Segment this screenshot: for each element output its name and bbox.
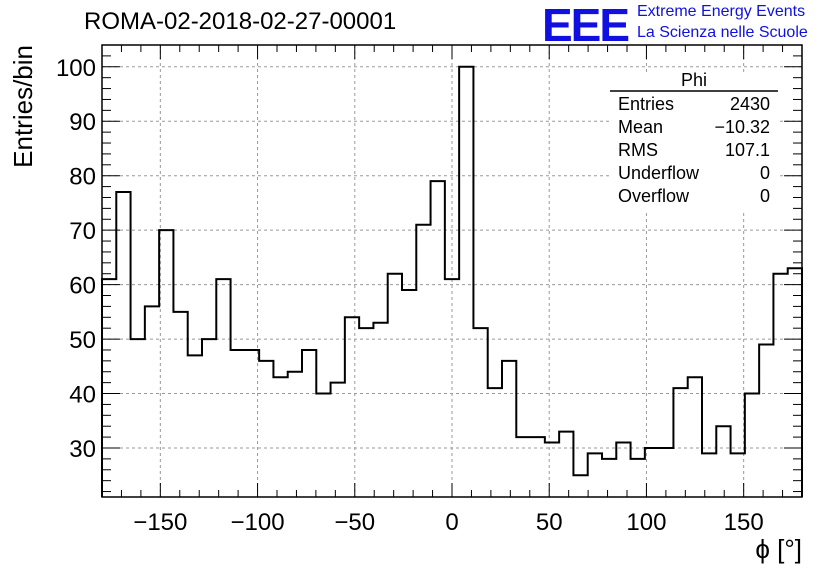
- y-tick-label: 100: [56, 55, 96, 82]
- histogram-bin: [673, 388, 687, 497]
- x-tick-label: −50: [334, 509, 375, 536]
- y-tick-label: 90: [69, 109, 96, 136]
- histogram-bin: [416, 225, 430, 497]
- y-axis-title: Entries/bin: [8, 45, 38, 168]
- histogram-bin: [345, 317, 359, 497]
- y-tick-label: 30: [69, 436, 96, 463]
- histogram-bin: [288, 372, 302, 497]
- histogram-bin: [745, 394, 759, 497]
- histogram-bin: [616, 443, 630, 497]
- y-tick-label: 40: [69, 382, 96, 409]
- histogram-bin: [216, 279, 230, 497]
- histogram-bin: [131, 339, 145, 497]
- histogram-outline: [101, 65, 803, 497]
- x-tick-label: 100: [626, 509, 666, 536]
- stats-title: Phi: [681, 70, 707, 90]
- y-tick-label: 80: [69, 164, 96, 191]
- histogram-bin: [545, 443, 559, 497]
- histogram-bin: [459, 67, 473, 497]
- eee-logo: EEE: [542, 0, 630, 51]
- x-axis-title: ϕ [°]: [755, 534, 802, 564]
- y-tick-label: 70: [69, 218, 96, 245]
- histogram-bin: [488, 388, 502, 497]
- histogram-bin: [631, 459, 645, 497]
- stats-box: [610, 72, 778, 212]
- histogram-bin: [202, 339, 216, 497]
- histogram-bin: [645, 448, 659, 497]
- y-tick-label: 50: [69, 327, 96, 354]
- histogram-bin: [302, 350, 316, 497]
- histogram-bin: [688, 377, 702, 497]
- stats-row-value: −10.32: [714, 117, 770, 137]
- histogram-bin: [259, 361, 273, 497]
- histogram-bin: [731, 453, 745, 497]
- stats-row-value: 107.1: [725, 140, 770, 160]
- chart-title: ROMA-02-2018-02-27-00001: [84, 8, 397, 35]
- x-tick-label: 150: [724, 509, 764, 536]
- stats-row-label: Overflow: [618, 186, 690, 206]
- histogram-bin: [531, 437, 545, 497]
- x-tick-label: 0: [445, 509, 458, 536]
- histogram-bin: [659, 448, 673, 497]
- histogram-bin: [716, 426, 730, 497]
- stats-row-value: 2430: [730, 94, 770, 114]
- y-tick-label: 60: [69, 273, 96, 300]
- histogram-bin: [359, 328, 373, 497]
- logo-line-1: Extreme Energy Events: [637, 3, 806, 20]
- histogram-bin: [102, 279, 116, 497]
- histogram-bin: [702, 453, 716, 497]
- histogram-bin: [588, 453, 602, 497]
- x-tick-label: −150: [133, 509, 187, 536]
- histogram-bin: [502, 361, 516, 497]
- histogram-bin: [145, 306, 159, 497]
- histogram-bin: [316, 394, 330, 497]
- histogram-bin: [331, 383, 345, 497]
- x-tick-label: −100: [231, 509, 285, 536]
- histogram-bin: [188, 355, 202, 497]
- stats-row-value: 0: [760, 163, 770, 183]
- histogram-bin: [431, 181, 445, 497]
- stats-row-value: 0: [760, 186, 770, 206]
- logo-line-2: La Scienza nelle Scuole: [637, 24, 808, 41]
- histogram-bin: [773, 274, 787, 497]
- stats-row-label: Mean: [618, 117, 663, 137]
- stats-row-label: Underflow: [618, 163, 700, 183]
- stats-row-label: Entries: [618, 94, 674, 114]
- stats-row-label: RMS: [618, 140, 658, 160]
- x-tick-label: 50: [536, 509, 563, 536]
- histogram-bin: [559, 432, 573, 497]
- histogram-bin: [759, 345, 773, 497]
- histogram-bin: [116, 192, 130, 497]
- histogram-bin: [516, 437, 530, 497]
- histogram-bin: [231, 350, 245, 497]
- histogram-bin: [245, 350, 259, 497]
- histogram-bin: [273, 377, 287, 497]
- histogram-bin: [373, 323, 387, 497]
- histogram-bin: [159, 230, 173, 497]
- histogram-bin: [445, 279, 459, 497]
- histogram-bin: [602, 459, 616, 497]
- histogram-bin: [573, 475, 587, 497]
- histogram-bin: [473, 328, 487, 497]
- histogram-bin: [173, 312, 187, 497]
- histogram-bin: [402, 290, 416, 497]
- histogram-bin: [388, 274, 402, 497]
